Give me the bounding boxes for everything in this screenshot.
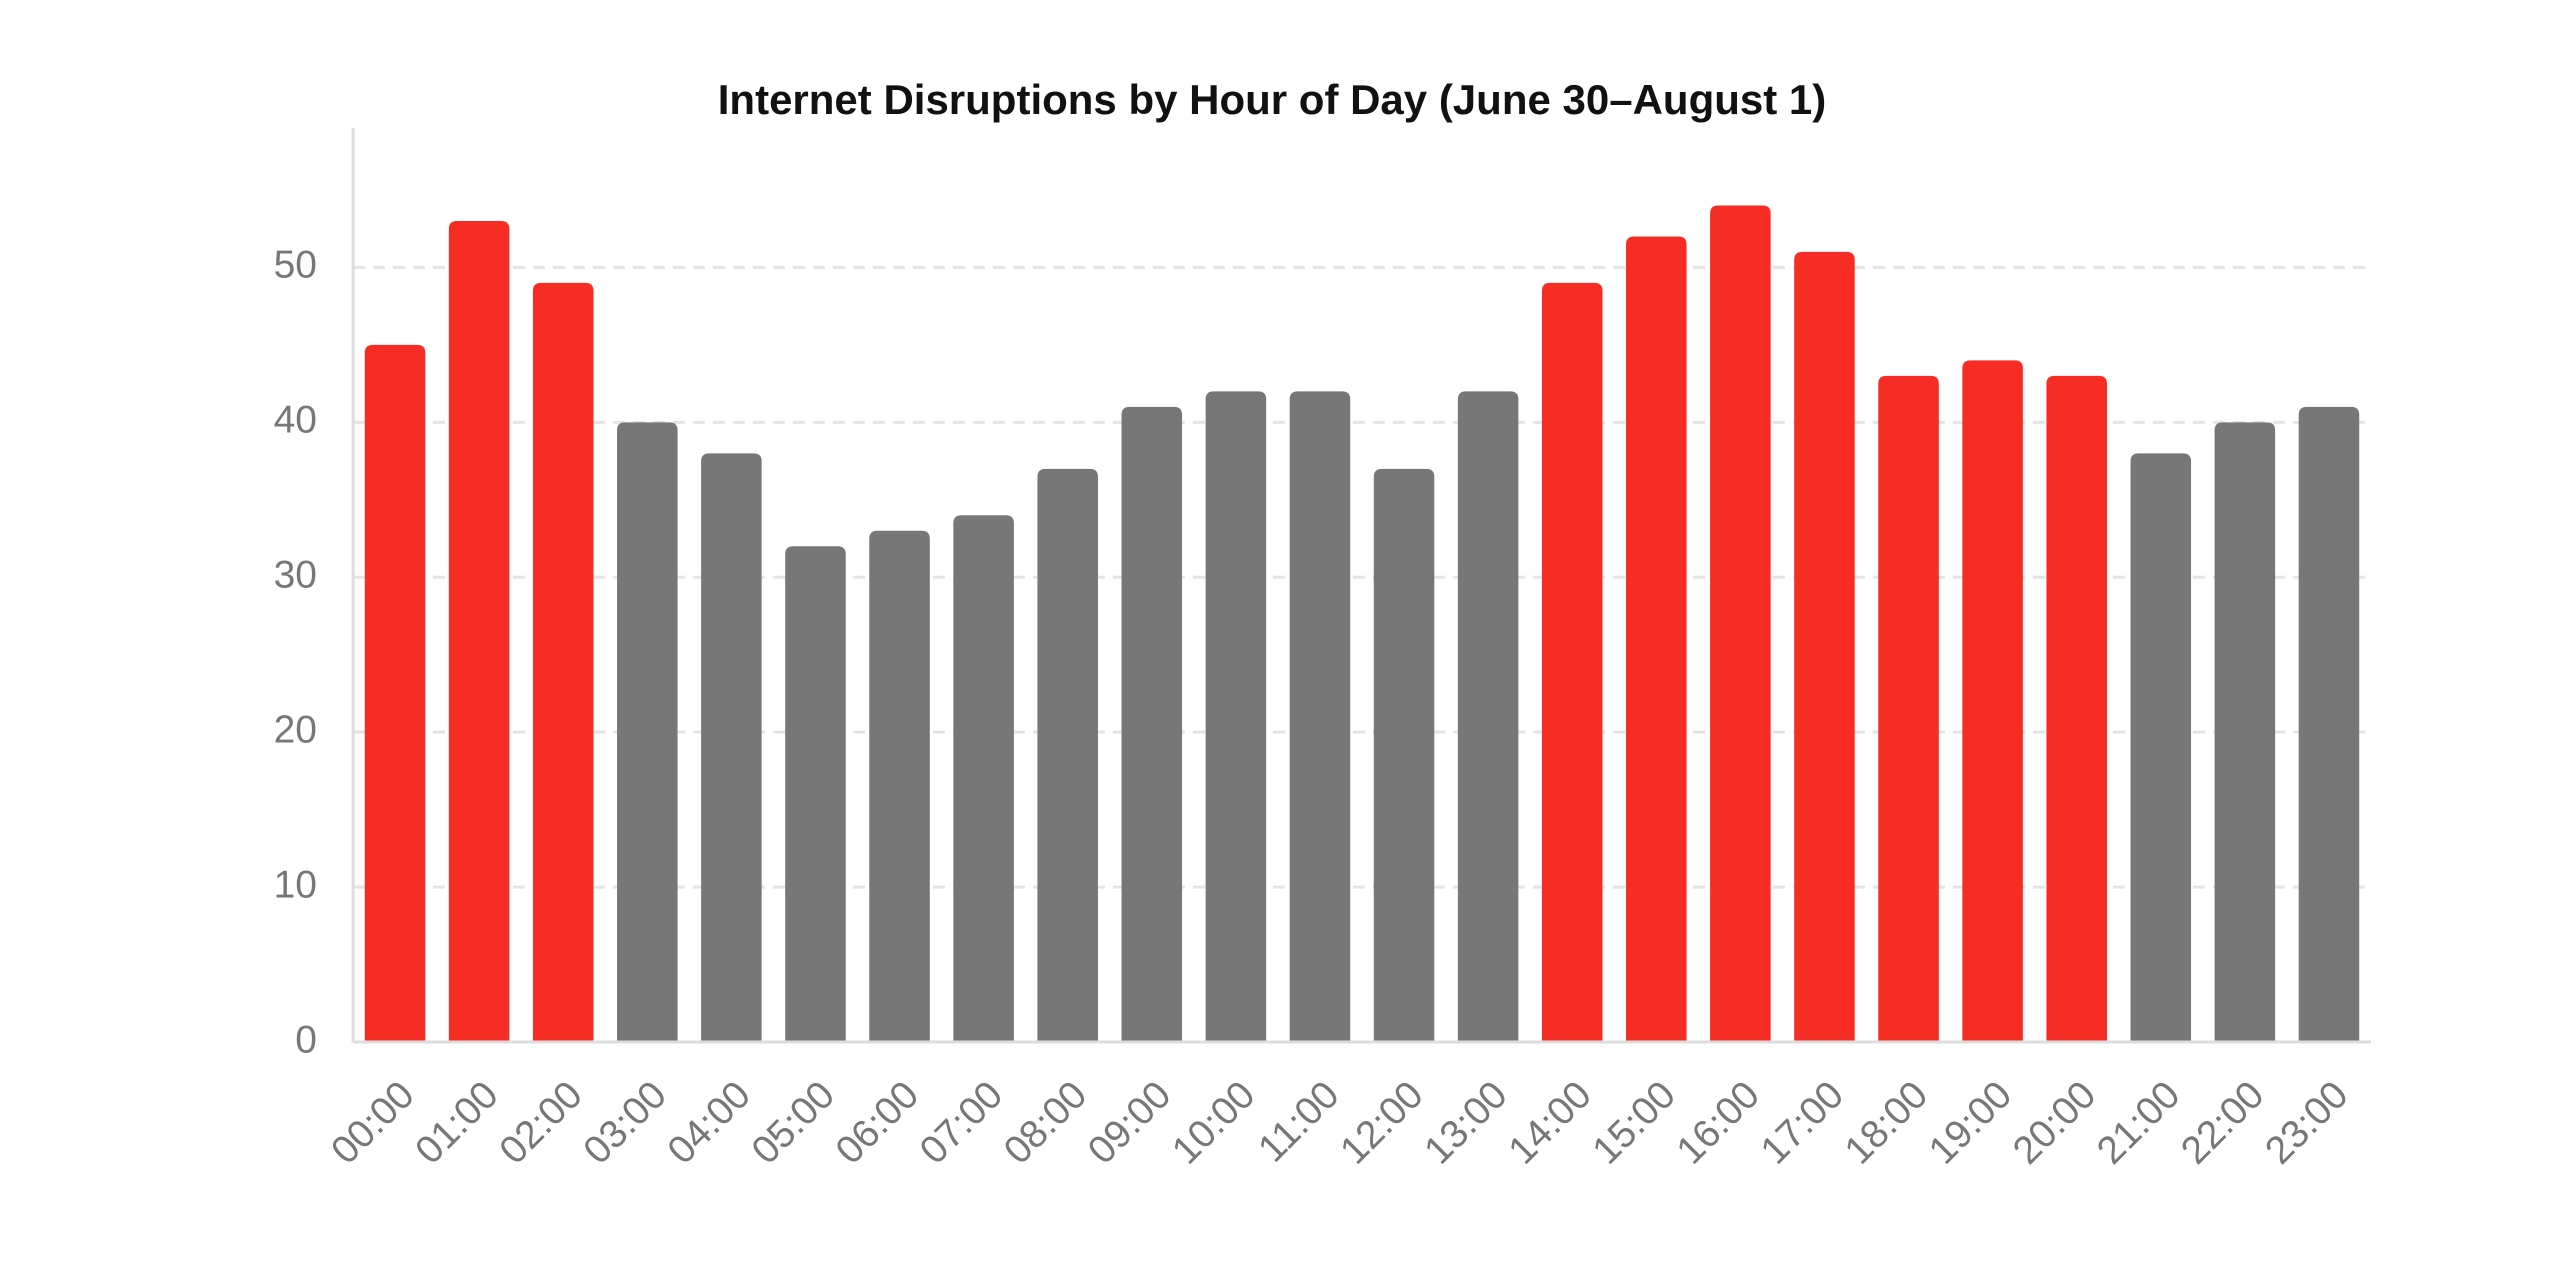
x-tick-label: 08:00 xyxy=(996,1073,1095,1172)
bar xyxy=(2046,375,2107,1043)
x-tick-label: 19:00 xyxy=(1921,1073,2020,1172)
bar xyxy=(1794,251,1855,1043)
bar xyxy=(2130,453,2192,1042)
x-tick-label: 02:00 xyxy=(491,1073,590,1172)
x-tick-label: 11:00 xyxy=(1250,1073,1347,1170)
bar xyxy=(1878,375,1939,1043)
x-tick-label: 14:00 xyxy=(1500,1073,1599,1172)
bar xyxy=(2298,406,2360,1043)
x-tick-label: 23:00 xyxy=(2257,1073,2356,1172)
y-tick-label: 0 xyxy=(295,1018,317,1061)
bar xyxy=(448,220,510,1042)
bar xyxy=(2214,422,2276,1042)
bar xyxy=(1289,391,1351,1042)
x-tick-label: 17:00 xyxy=(1753,1073,1852,1172)
x-tick-label: 12:00 xyxy=(1332,1073,1431,1172)
bar xyxy=(1710,205,1771,1042)
x-tick-label: 06:00 xyxy=(828,1073,927,1172)
bar xyxy=(1037,468,1098,1042)
chart-title: Internet Disruptions by Hour of Day (Jun… xyxy=(718,76,1826,123)
x-tick-label: 15:00 xyxy=(1585,1073,1684,1172)
x-tick-label: 03:00 xyxy=(576,1073,675,1172)
bar xyxy=(869,530,930,1042)
x-tick-label: 01:00 xyxy=(407,1073,506,1172)
y-tick-label: 50 xyxy=(274,244,317,287)
x-tick-label: 00:00 xyxy=(323,1073,422,1172)
x-tick-label: 21:00 xyxy=(2089,1073,2188,1172)
bar xyxy=(364,344,426,1042)
bar xyxy=(1626,236,1687,1042)
bar xyxy=(953,515,1014,1042)
y-tick-label: 20 xyxy=(274,708,317,751)
bar xyxy=(1205,391,1267,1042)
y-tick-label: 10 xyxy=(274,863,317,906)
x-tick-label: 05:00 xyxy=(744,1073,843,1172)
x-tick-label: 18:00 xyxy=(1837,1073,1936,1172)
bar xyxy=(701,453,762,1042)
x-tick-label: 16:00 xyxy=(1669,1073,1768,1172)
y-tick-label: 40 xyxy=(274,399,317,442)
x-tick-label: 13:00 xyxy=(1416,1073,1515,1172)
bar xyxy=(1373,468,1435,1042)
x-tick-label: 20:00 xyxy=(2005,1073,2104,1172)
bar xyxy=(1457,391,1519,1042)
bar xyxy=(1121,406,1183,1043)
x-tick-label: 07:00 xyxy=(912,1073,1011,1172)
bar xyxy=(785,546,846,1042)
bar xyxy=(617,422,678,1042)
x-tick-label: 22:00 xyxy=(2173,1073,2272,1172)
bar xyxy=(1541,282,1603,1042)
x-tick-label: 10:00 xyxy=(1164,1073,1263,1172)
x-tick-label: 09:00 xyxy=(1080,1073,1179,1172)
y-tick-label: 30 xyxy=(274,554,317,597)
bar xyxy=(1962,360,2023,1042)
x-tick-label: 04:00 xyxy=(660,1073,759,1172)
bar xyxy=(532,282,594,1042)
